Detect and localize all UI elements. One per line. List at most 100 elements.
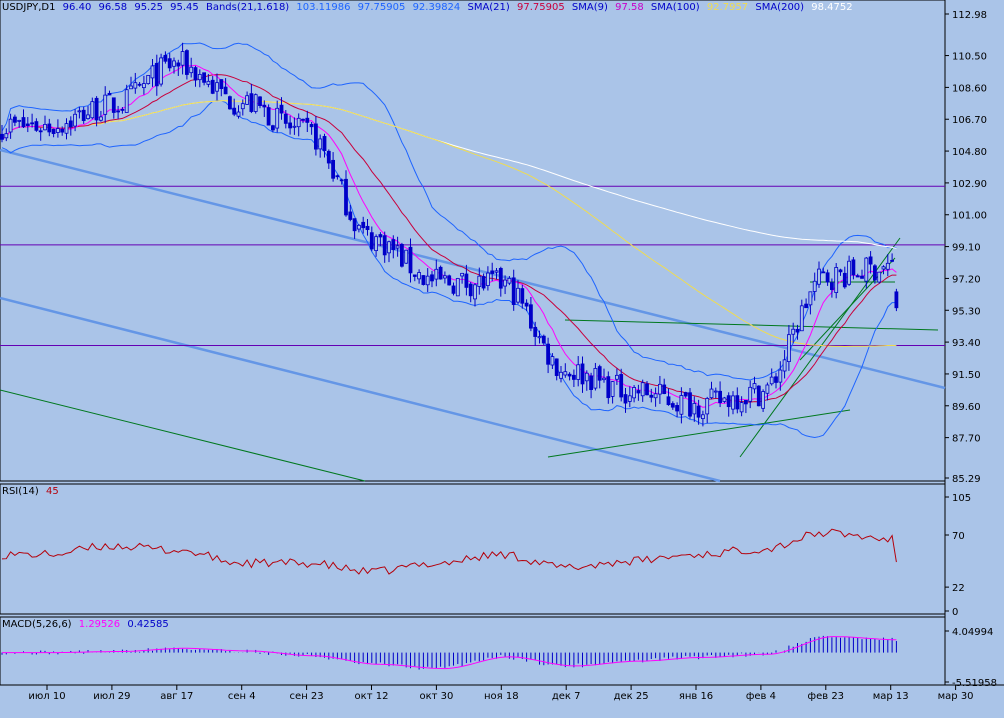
candle <box>404 249 409 264</box>
candle <box>279 97 284 120</box>
candle <box>38 127 43 141</box>
candle <box>137 82 142 87</box>
candle <box>206 74 211 88</box>
candle <box>645 381 649 396</box>
candle <box>4 128 9 142</box>
candle <box>868 251 873 274</box>
candle <box>696 399 701 425</box>
candle <box>791 322 796 344</box>
candle <box>133 72 138 94</box>
candle <box>864 256 869 289</box>
candle <box>649 388 654 403</box>
x-tick-label: окт 12 <box>355 691 389 702</box>
high-value: 96.58 <box>98 2 128 13</box>
candle <box>554 358 559 381</box>
candle <box>494 267 499 280</box>
candle <box>51 128 56 138</box>
candle <box>245 91 250 105</box>
candle <box>99 110 103 122</box>
candle <box>318 134 323 158</box>
candle <box>296 113 301 137</box>
macd-value-signal: 0.42585 <box>127 619 169 630</box>
candle <box>365 218 370 236</box>
candle <box>141 75 146 95</box>
candle <box>769 368 774 386</box>
candle <box>227 95 232 110</box>
candle <box>842 266 847 289</box>
sma21-value: 97.75905 <box>517 2 565 13</box>
candle <box>653 387 658 407</box>
candle <box>81 106 86 124</box>
candle <box>184 49 189 80</box>
candle <box>490 262 495 282</box>
y-tick-label: 85.29 <box>952 474 981 485</box>
y-tick-label: 99.10 <box>952 243 981 254</box>
candle <box>520 284 525 309</box>
candle <box>344 170 348 217</box>
x-tick-label: сен 23 <box>290 691 324 702</box>
candle <box>602 368 606 383</box>
candle <box>442 271 447 284</box>
candle <box>787 325 791 371</box>
y-tick-label: 95.30 <box>952 306 981 317</box>
candle <box>623 387 628 413</box>
candle <box>154 54 159 96</box>
candle <box>146 75 151 85</box>
y-tick-label: -5.51958 <box>952 678 997 689</box>
y-tick-label: 110.50 <box>952 52 987 63</box>
candle <box>361 216 366 234</box>
candle <box>610 381 615 404</box>
candle <box>507 276 512 286</box>
y-tick-label: 112.98 <box>952 10 987 21</box>
candle <box>485 266 490 291</box>
candle <box>580 356 585 393</box>
x-tick-label: ноя 18 <box>484 691 519 702</box>
x-tick-label: сен 4 <box>228 691 256 702</box>
candle <box>701 410 705 427</box>
candle <box>481 273 486 291</box>
candle <box>847 255 851 286</box>
candle <box>511 269 516 311</box>
y-tick-label: 108.60 <box>952 83 987 94</box>
candle <box>619 368 624 402</box>
close-value: 95.45 <box>170 2 199 13</box>
candle <box>713 387 718 399</box>
candle <box>309 121 314 135</box>
x-tick-label: мар 30 <box>938 691 974 702</box>
price-axis-ticks: 112.98 110.50 108.60 106.70 104.80 102.90 101.… <box>945 10 997 689</box>
candle <box>705 396 710 424</box>
candle <box>873 264 877 284</box>
candle <box>550 353 555 370</box>
candle <box>25 117 30 133</box>
candle <box>43 115 47 131</box>
rsi-line <box>1 528 897 575</box>
channel-line-upper <box>0 148 946 390</box>
candle <box>215 73 219 101</box>
bands-middle-value: 97.75905 <box>357 2 406 13</box>
candle <box>253 93 258 114</box>
candle <box>821 267 826 274</box>
x-tick-label: авг 17 <box>160 691 193 702</box>
candle <box>851 257 856 280</box>
candle <box>430 270 434 288</box>
candle <box>589 372 593 399</box>
candle <box>180 42 185 75</box>
candle <box>387 240 391 263</box>
candle <box>627 386 632 408</box>
candle <box>352 218 357 239</box>
sma21-line <box>1 74 897 403</box>
candle <box>890 253 894 263</box>
candle <box>563 363 568 378</box>
candle <box>408 238 413 283</box>
y-tick-label: 89.60 <box>952 402 981 413</box>
candle <box>77 106 82 119</box>
candle <box>197 69 202 88</box>
candle <box>202 72 207 86</box>
candle <box>877 271 882 284</box>
candle <box>236 105 241 119</box>
candle <box>438 265 443 280</box>
candle <box>249 83 254 114</box>
candle <box>752 376 757 394</box>
macd-value-main: 1.29526 <box>78 619 121 630</box>
